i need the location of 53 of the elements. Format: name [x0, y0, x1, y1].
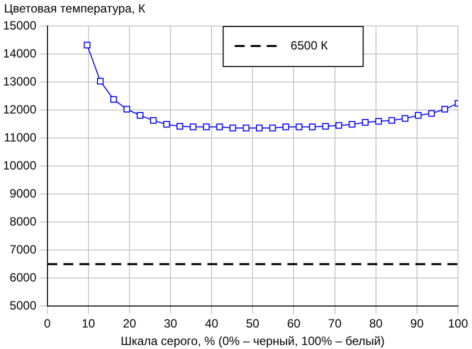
y-tick-label: 6000: [10, 270, 37, 284]
legend-label: 6500 К: [290, 38, 328, 52]
point: [124, 106, 130, 113]
point: [110, 96, 117, 103]
y-tick-label: 8000: [10, 214, 37, 228]
x-tick-label: 100: [448, 316, 468, 331]
point: [150, 117, 157, 124]
y-tick-label: 13000: [2, 74, 37, 88]
x-tick-label: 90: [410, 316, 424, 331]
x-tick-label: 40: [204, 316, 219, 331]
y-axis-title: Цветовая температура, К: [4, 1, 146, 16]
y-tick-label: 15000: [2, 18, 37, 32]
x-tick-label: 0: [44, 316, 52, 331]
y-tick-label: 9000: [10, 186, 37, 200]
point: [242, 124, 250, 132]
point: [402, 115, 408, 122]
point: [229, 124, 236, 132]
x-tick-label: 20: [122, 316, 136, 331]
point: [362, 119, 369, 126]
point: [190, 124, 196, 130]
y-tick-label: 7000: [10, 242, 37, 256]
point: [176, 122, 184, 130]
point: [97, 78, 104, 85]
y-tick-label: 10000: [2, 158, 37, 172]
y-tick-label: 14000: [2, 46, 37, 60]
point: [269, 124, 276, 132]
point: [335, 122, 342, 129]
point: [296, 124, 302, 130]
x-tick-label: 30: [164, 316, 178, 331]
x-axis-title: Шкала серого, % (0% – черный, 100% – белый): [120, 334, 385, 348]
point: [163, 121, 170, 128]
point: [428, 110, 435, 117]
point: [388, 117, 396, 124]
point: [414, 112, 422, 119]
point: [216, 124, 223, 130]
x-tick-label: 60: [287, 316, 301, 331]
point: [282, 124, 290, 130]
x-tick-label: 10: [82, 316, 96, 331]
point: [322, 122, 329, 130]
x-tick-label: 50: [246, 316, 260, 331]
point: [84, 42, 90, 48]
y-tick-label: 11000: [4, 130, 37, 144]
point: [348, 121, 356, 128]
point: [441, 106, 448, 113]
point: [136, 112, 144, 119]
point: [256, 124, 263, 132]
x-tick-label: 80: [369, 316, 383, 331]
y-tick-label: 5000: [10, 298, 37, 313]
y-tick-label: 12000: [2, 102, 37, 116]
x-tick-label: 70: [328, 316, 342, 331]
point: [375, 118, 382, 125]
point: [202, 124, 210, 130]
point: [308, 124, 316, 130]
